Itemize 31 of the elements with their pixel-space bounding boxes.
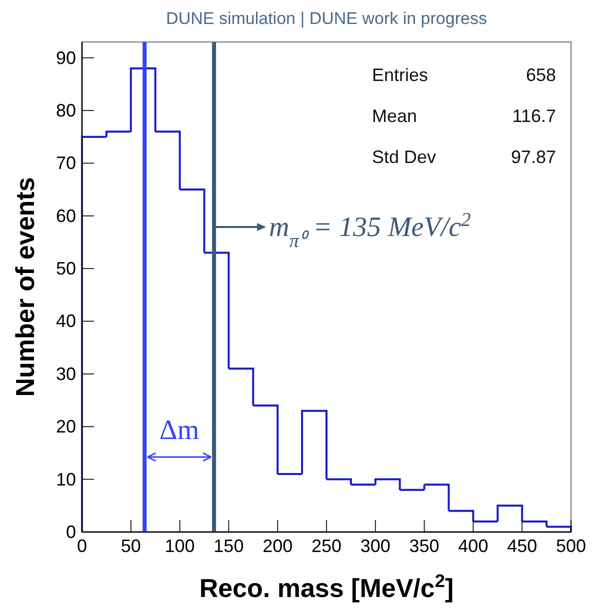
chart-title: DUNE simulation | DUNE work in progress [166, 9, 487, 28]
x-tick-label: 150 [214, 536, 244, 556]
y-tick-label: 10 [56, 469, 76, 490]
x-tick-label: 50 [120, 536, 141, 556]
annotation: Δm [159, 415, 200, 446]
y-tick-label: 40 [56, 311, 76, 332]
x-tick-label: 300 [360, 536, 390, 556]
x-tick-label: 350 [409, 536, 440, 556]
annotation: 658 [526, 65, 556, 85]
annotation: Std Dev [372, 147, 436, 167]
x-axis-title: Reco. mass [MeV/c$^{2}$] [199, 571, 454, 603]
x-tick-label: 450 [507, 536, 538, 556]
y-tick-label: 70 [56, 153, 76, 174]
y-tick-label: 80 [56, 100, 76, 120]
ref-line-label: m$_{π⁰}$ = 135 MeV/c$^{2}$ [269, 210, 472, 252]
y-tick-label: 30 [56, 364, 76, 384]
y-tick-label: 60 [56, 206, 76, 226]
x-tick-label: 200 [262, 536, 293, 556]
annotation: Mean [372, 106, 418, 126]
annotation: Entries [372, 65, 428, 85]
y-tick-label: 50 [56, 258, 76, 279]
x-tick-label: 400 [458, 536, 488, 556]
x-tick-label: 500 [556, 536, 586, 556]
y-tick-label: 20 [56, 416, 76, 437]
y-tick-label: 90 [56, 48, 76, 68]
annotation: 97.87 [510, 147, 556, 167]
y-axis-title: Number of events [10, 177, 40, 397]
annotation: 116.7 [512, 106, 556, 126]
x-tick-label: 100 [164, 536, 195, 556]
y-tick-label: 0 [66, 522, 76, 542]
x-tick-label: 250 [311, 536, 342, 556]
